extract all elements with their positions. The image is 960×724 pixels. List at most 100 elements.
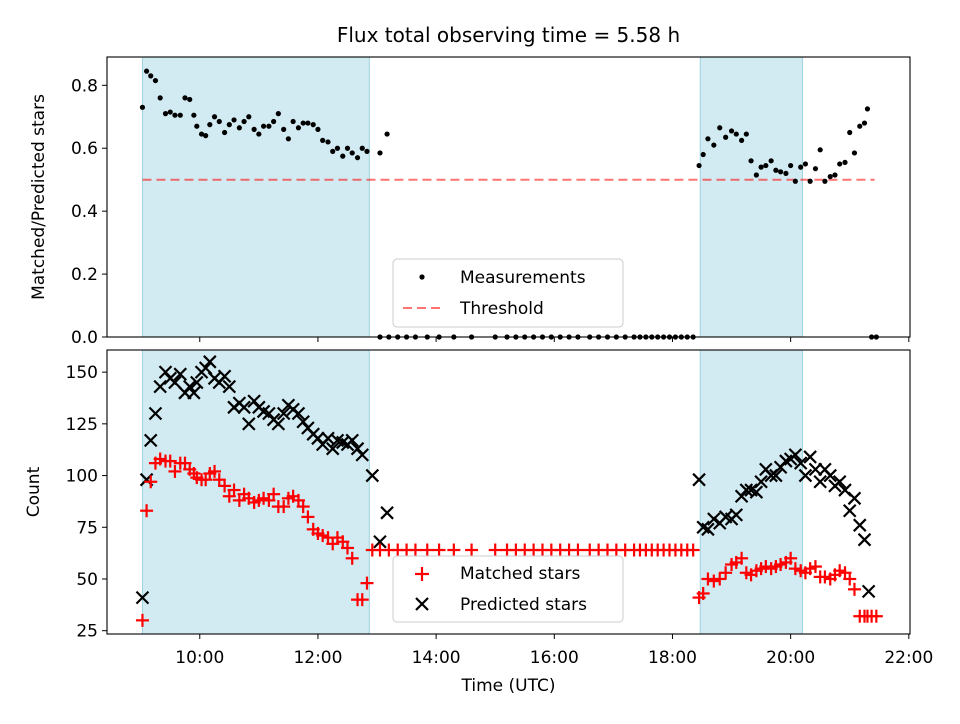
predicted-star-point xyxy=(182,379,197,394)
top-observing-band xyxy=(699,56,803,338)
matched-star-point xyxy=(227,483,241,497)
matched-star-point xyxy=(686,543,700,557)
measurement-point xyxy=(728,128,735,134)
measurement-point xyxy=(305,120,311,126)
predicted-star-point xyxy=(769,468,783,483)
measurement-point xyxy=(211,114,218,120)
bottom-observing-band xyxy=(699,349,803,635)
matched-star-point xyxy=(843,572,857,586)
matched-star-point xyxy=(355,593,369,607)
predicted-star-point xyxy=(291,406,306,421)
predicted-star-point xyxy=(365,468,380,483)
predicted-star-point xyxy=(798,468,813,483)
matched-star-point xyxy=(571,543,585,557)
matched-star-point xyxy=(301,510,315,524)
matched-star-point xyxy=(420,543,434,557)
bottom-y-axis-label: Count xyxy=(24,466,44,517)
predicted-star-point xyxy=(793,456,808,470)
predicted-star-point xyxy=(813,474,827,489)
predicted-star-point xyxy=(754,474,768,489)
measurement-point xyxy=(798,164,804,170)
measurement-point xyxy=(723,134,729,140)
matched-star-point xyxy=(719,566,733,580)
bottom-y-tick-label: 50 xyxy=(76,570,98,590)
predicted-star-point xyxy=(803,450,817,464)
measurement-point xyxy=(216,118,222,125)
measurement-point xyxy=(743,131,749,137)
predicted-star-point xyxy=(355,448,370,462)
matched-star-point xyxy=(432,543,446,557)
measurement-point xyxy=(700,151,706,158)
measurement-point xyxy=(182,95,188,101)
measurement-point xyxy=(241,118,247,125)
predicted-star-point xyxy=(153,379,167,394)
predicted-star-point xyxy=(222,379,237,394)
measurement-point xyxy=(207,122,213,128)
bottom-y-tick-label: 150 xyxy=(66,363,98,383)
top-legend-box xyxy=(392,258,624,328)
predicted-star-point xyxy=(276,406,291,421)
matched-star-point xyxy=(408,543,422,557)
predicted-star-point xyxy=(190,375,204,390)
measurement-point xyxy=(148,73,154,79)
measurement-point xyxy=(807,178,813,184)
top-observing-bands xyxy=(141,56,803,338)
predicted-star-point xyxy=(345,433,359,448)
matched-star-point xyxy=(447,543,461,557)
measurement-point xyxy=(773,167,779,173)
matched-star-point xyxy=(135,613,149,627)
measurement-point xyxy=(246,114,252,120)
matched-star-point xyxy=(163,454,177,468)
measurement-point xyxy=(864,106,871,112)
matched-star-point xyxy=(208,464,222,478)
measurement-point xyxy=(256,131,262,137)
matched-star-point xyxy=(465,543,479,557)
legend-measurements-marker xyxy=(419,274,425,280)
predicted-star-point xyxy=(749,485,764,499)
measurement-point xyxy=(384,131,390,137)
legend-measurements-label: Measurements xyxy=(460,268,586,288)
measurement-point xyxy=(812,166,819,172)
bottom-plot-frame xyxy=(106,349,911,635)
matched-star-point xyxy=(144,475,158,489)
predicted-star-point xyxy=(852,518,867,532)
predicted-star-point xyxy=(187,386,201,400)
measurement-point xyxy=(191,112,197,118)
matched-star-point xyxy=(168,464,182,478)
matched-star-point xyxy=(140,504,154,518)
bottom-x-tick-label: 14:00 xyxy=(412,648,461,668)
measurement-point xyxy=(281,126,287,132)
bottom-y-tick-label: 25 xyxy=(76,622,98,642)
measurement-point xyxy=(349,150,355,156)
measurement-point xyxy=(696,162,702,169)
bottom-x-tick-label: 18:00 xyxy=(648,648,697,668)
predicted-star-point xyxy=(325,441,340,456)
matched-star-point xyxy=(360,576,374,590)
measurement-point xyxy=(847,129,853,136)
measurement-point xyxy=(271,118,277,125)
top-y-tick-label: 0.0 xyxy=(71,328,98,348)
measurement-point xyxy=(832,172,838,178)
measurement-point xyxy=(739,137,745,143)
measurement-point xyxy=(827,173,833,180)
top-y-tick-label: 0.2 xyxy=(71,265,98,285)
measurement-point xyxy=(768,158,774,164)
matched-star-point xyxy=(784,551,798,565)
measurement-point xyxy=(167,109,173,115)
predicted-star-point xyxy=(237,400,251,415)
bottom-x-tick-label: 16:00 xyxy=(530,648,579,668)
measurement-point xyxy=(194,123,200,129)
measurement-point xyxy=(320,137,326,143)
top-y-tick-label: 0.8 xyxy=(71,76,98,96)
measurement-point xyxy=(310,122,316,128)
bottom-x-tick-label: 10:00 xyxy=(175,648,224,668)
predicted-star-point xyxy=(380,506,394,520)
measurement-point xyxy=(364,148,370,154)
bottom-y-tick-label: 125 xyxy=(66,415,98,435)
predicted-star-point xyxy=(168,375,182,390)
predicted-star-point xyxy=(847,491,862,506)
legend-matched-marker xyxy=(415,567,429,581)
predicted-star-point xyxy=(373,534,387,549)
predicted-star-point xyxy=(135,590,150,605)
matched-star-point xyxy=(808,560,822,574)
